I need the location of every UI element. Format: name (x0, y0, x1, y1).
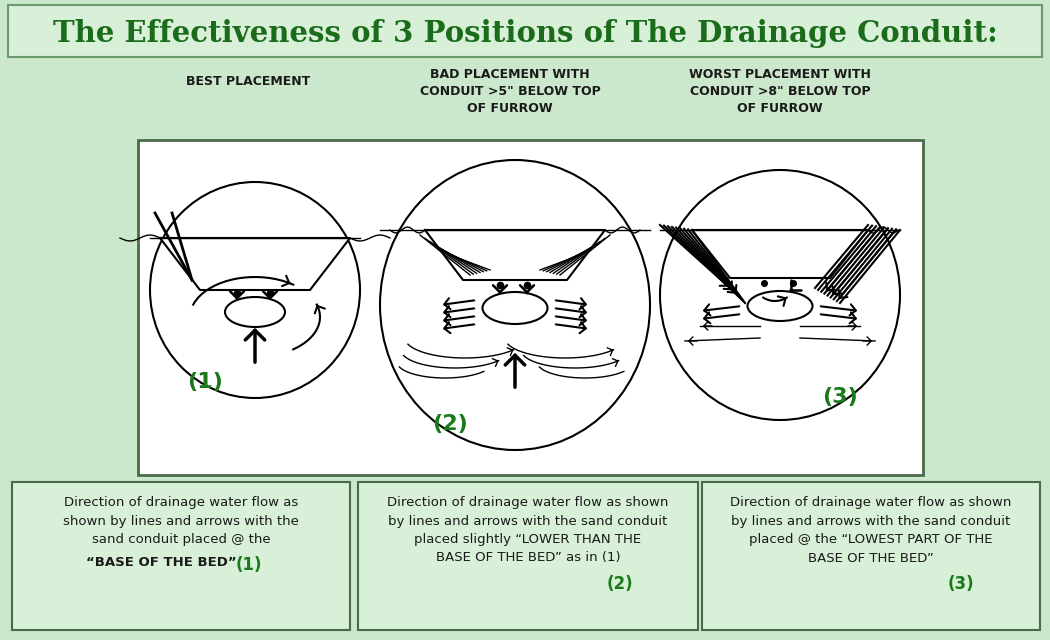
FancyBboxPatch shape (702, 482, 1040, 630)
Text: BAD PLACEMENT WITH
CONDUIT >5" BELOW TOP
OF FURROW: BAD PLACEMENT WITH CONDUIT >5" BELOW TOP… (420, 68, 601, 115)
Text: BEST PLACEMENT: BEST PLACEMENT (186, 75, 310, 88)
FancyBboxPatch shape (138, 140, 923, 475)
Text: (1): (1) (187, 372, 223, 392)
Polygon shape (692, 230, 868, 278)
FancyBboxPatch shape (8, 5, 1042, 57)
Text: The Effectiveness of 3 Positions of The Drainage Conduit:: The Effectiveness of 3 Positions of The … (52, 19, 997, 47)
Text: (2): (2) (433, 414, 468, 434)
Text: (1): (1) (236, 556, 262, 574)
Text: Direction of drainage water flow as
shown by lines and arrows with the
sand cond: Direction of drainage water flow as show… (63, 496, 299, 546)
FancyBboxPatch shape (358, 482, 698, 630)
Text: WORST PLACEMENT WITH
CONDUIT >8" BELOW TOP
OF FURROW: WORST PLACEMENT WITH CONDUIT >8" BELOW T… (689, 68, 870, 115)
Text: Direction of drainage water flow as shown
by lines and arrows with the sand cond: Direction of drainage water flow as show… (387, 496, 669, 564)
Polygon shape (160, 238, 350, 290)
Text: Direction of drainage water flow as shown
by lines and arrows with the sand cond: Direction of drainage water flow as show… (731, 496, 1012, 564)
FancyBboxPatch shape (12, 482, 350, 630)
Text: (3): (3) (948, 575, 974, 593)
Text: (3): (3) (822, 387, 858, 408)
Polygon shape (425, 230, 605, 280)
Text: (2): (2) (607, 575, 633, 593)
Text: “BASE OF THE BED”: “BASE OF THE BED” (86, 556, 236, 569)
